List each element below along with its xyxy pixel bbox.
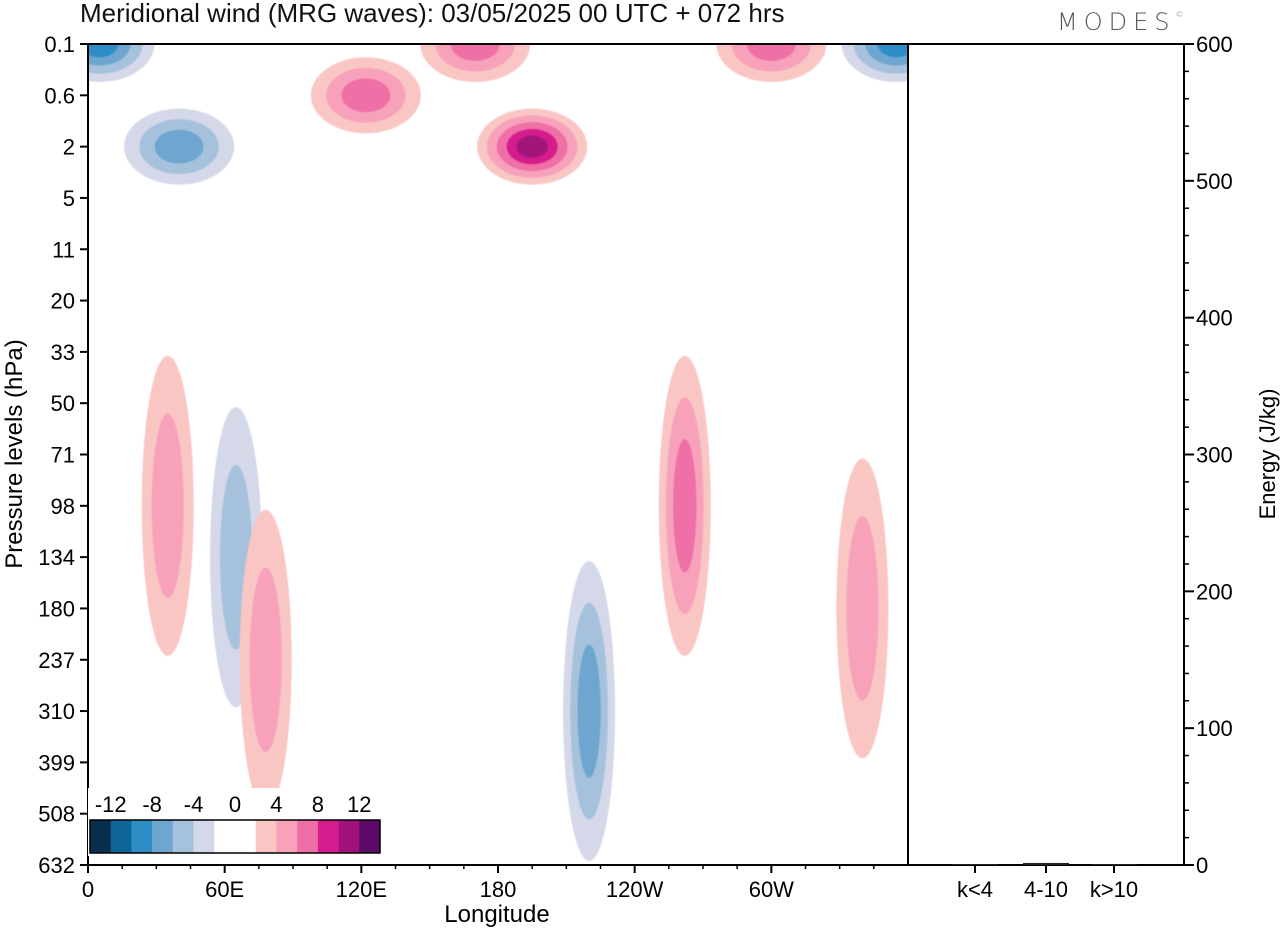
pressure-tick-label: 2 — [63, 135, 75, 160]
anomaly-contour-7-1 — [151, 413, 184, 599]
pressure-tick-label: 11 — [52, 237, 75, 262]
chart-title: Meridional wind (MRG waves): 03/05/2025 … — [80, 0, 785, 28]
pressure-tick-label: 632 — [38, 853, 75, 878]
longitude-tick-label: 0 — [82, 877, 94, 902]
energy-bar-k>10 — [1091, 864, 1137, 865]
energy-bar-4-10 — [1023, 862, 1069, 865]
anomaly-positive-9 — [239, 509, 292, 810]
anomaly-contour-9-1 — [249, 567, 282, 753]
longitude-tick-label: 60E — [205, 877, 244, 902]
energy-category-label: k<4 — [957, 877, 993, 902]
energy-axis: 0 100 200 300 400 500 600 k<4 4-10 k>10 — [957, 32, 1233, 902]
anomaly-positive-11 — [658, 355, 711, 656]
pressure-tick-label: 33 — [51, 340, 75, 365]
colorbar-swatch — [90, 820, 112, 853]
pressure-tick-label: 5 — [63, 186, 75, 211]
colorbar-swatch — [317, 820, 339, 853]
energy-tick-label: 400 — [1196, 306, 1233, 331]
pressure-tick-label: 98 — [51, 494, 75, 519]
colorbar: -12 -8 -4 0 4 8 12 — [88, 788, 382, 856]
colorbar-swatch — [235, 820, 257, 853]
colorbar-swatch — [338, 820, 360, 853]
anomaly-contour-5-3 — [88, 44, 119, 58]
pressure-tick-label: 0.1 — [44, 32, 75, 57]
longitude-tick-label: 120W — [606, 877, 664, 902]
longitude-tick-label: 120E — [336, 877, 387, 902]
pressure-tick-label: 50 — [51, 391, 75, 416]
x-axis-label: Longitude — [444, 901, 549, 928]
pressure-tick-label: 180 — [38, 596, 75, 621]
anomaly-contour-0-4 — [516, 135, 548, 158]
colorbar-label: -4 — [184, 792, 204, 817]
anomaly-positive-7 — [141, 355, 194, 656]
energy-bar-k<4 — [952, 864, 998, 865]
longitude-axis: 0 60E 120E 180 120W 60W — [82, 865, 875, 902]
colorbar-swatch — [214, 820, 236, 853]
colorbar-swatch — [110, 820, 132, 853]
y-axis-label: Pressure levels (hPa) — [1, 339, 28, 568]
energy-tick-label: 0 — [1196, 853, 1208, 878]
colorbar-label: 0 — [229, 792, 241, 817]
colorbar-label: 12 — [347, 792, 371, 817]
colorbar-frame — [89, 819, 381, 854]
registered-mark: © — [1175, 10, 1184, 19]
pressure-tick-label: 71 — [51, 443, 75, 468]
anomaly-contour-6-3 — [877, 44, 908, 58]
anomaly-contour-11-2 — [673, 439, 697, 573]
energy-category-label: 4-10 — [1024, 877, 1068, 902]
brand-text: MODES — [1057, 8, 1176, 36]
colorbar-swatch — [131, 820, 153, 853]
energy-frame — [907, 43, 1185, 866]
anomaly-positive-2 — [310, 57, 421, 134]
anomaly-negative-5 — [88, 44, 155, 82]
pressure-tick-label: 508 — [38, 802, 75, 827]
anomaly-positive-12 — [836, 458, 889, 759]
longitude-tick-label: 60W — [749, 877, 794, 902]
anomaly-negative-10 — [563, 561, 616, 862]
colorbar-label: -12 — [95, 792, 127, 817]
colorbar-swatch — [276, 820, 298, 853]
pressure-tick-label: 134 — [38, 545, 75, 570]
anomaly-positive-1 — [420, 44, 531, 82]
colorbar-swatch — [255, 820, 277, 853]
energy-tick-label: 600 — [1196, 32, 1233, 57]
pressure-tick-label: 399 — [38, 750, 75, 775]
energy-axis-label: Energy (J/kg) — [1255, 389, 1280, 520]
anomaly-contour-2-2 — [341, 78, 391, 113]
energy-bars — [952, 862, 1137, 865]
longitude-tick-label: 180 — [480, 877, 517, 902]
pressure-tick-label: 0.6 — [44, 83, 75, 108]
colorbar-swatch — [193, 820, 215, 853]
colorbar-swatch — [359, 820, 381, 853]
heatmap-field — [88, 44, 908, 862]
pressure-tick-label: 237 — [38, 648, 75, 673]
colorbar-label: 8 — [312, 792, 324, 817]
energy-tick-label: 500 — [1196, 169, 1233, 194]
anomaly-positive-3 — [716, 44, 827, 82]
pressure-tick-label: 310 — [38, 699, 75, 724]
colorbar-swatch — [152, 820, 174, 853]
energy-tick-label: 100 — [1196, 716, 1233, 741]
pressure-axis: 0.1 0.6 2 5 11 20 33 50 71 98 134 180 237 310 399 508 63… — [38, 32, 88, 878]
anomaly-contour-10-2 — [577, 644, 601, 778]
anomaly-contour-1-2 — [450, 44, 500, 61]
energy-tick-label: 300 — [1196, 443, 1233, 468]
anomaly-contour-4-2 — [154, 129, 204, 164]
colorbar-label: -8 — [142, 792, 162, 817]
anomaly-negative-4 — [124, 108, 235, 185]
anomaly-positive-0 — [477, 108, 588, 185]
anomaly-contour-12-1 — [846, 516, 879, 701]
colorbar-swatch — [172, 820, 194, 853]
energy-tick-label: 200 — [1196, 579, 1233, 604]
anomaly-contour-3-2 — [746, 44, 796, 61]
colorbar-swatch — [297, 820, 319, 853]
modes-logo: MODES© — [1057, 8, 1183, 36]
anomaly-negative-6 — [841, 44, 908, 82]
colorbar-label: 4 — [270, 792, 282, 817]
pressure-tick-label: 20 — [51, 289, 75, 314]
energy-category-label: k>10 — [1090, 877, 1138, 902]
